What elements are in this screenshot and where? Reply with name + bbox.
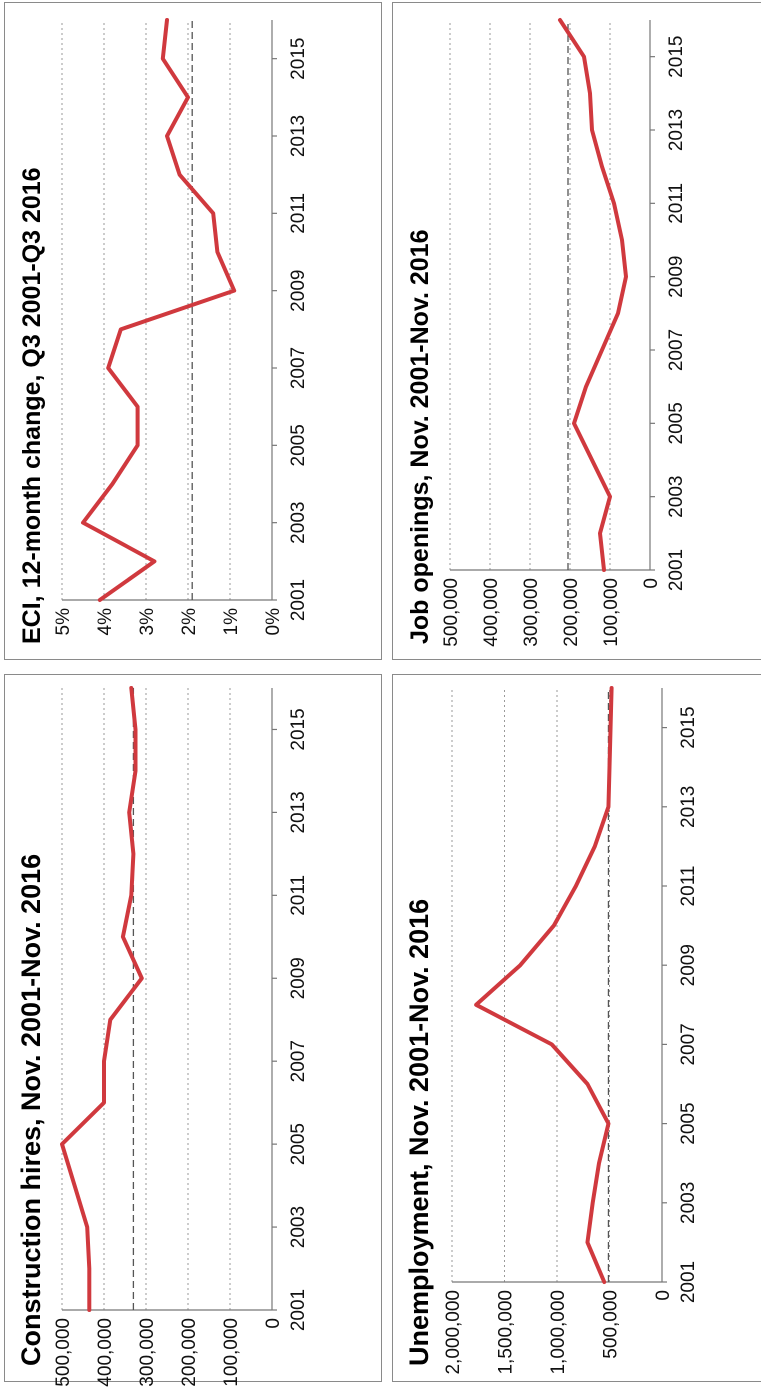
x-tick-label: 2003	[288, 1206, 309, 1248]
y-tick-label: 0%	[263, 608, 284, 636]
y-tick-label: 2,000,000	[443, 1290, 464, 1375]
x-tick-label: 2001	[678, 1261, 699, 1303]
y-tick-label: 400,000	[481, 578, 502, 647]
y-tick-label: 400,000	[95, 1318, 116, 1387]
x-tick-label: 2015	[288, 38, 309, 80]
x-tick-label: 2011	[666, 183, 687, 224]
x-tick-label: 2007	[288, 347, 309, 389]
x-tick-label: 2005	[678, 1102, 699, 1144]
x-tick-label: 2007	[288, 1040, 309, 1082]
series-line	[474, 686, 614, 1284]
chart-title: ECI, 12-month change, Q3 2001-Q3 2016	[18, 167, 46, 644]
series-line	[558, 18, 628, 572]
x-tick-label: 2009	[666, 256, 687, 298]
y-tick-label: 2%	[179, 608, 200, 636]
chart-group-0: Construction hires, Nov. 2001-Nov. 2016 0…	[16, 686, 309, 1387]
y-tick-label: 200,000	[561, 578, 582, 647]
y-tick-label: 1%	[221, 608, 242, 636]
y-tick-label: 100,000	[601, 578, 622, 647]
y-tick-label: 4%	[95, 608, 116, 636]
chart-group-2: Unemployment, Nov. 2001-Nov. 2016 0 500,00…	[404, 686, 699, 1375]
y-tick-label: 0	[263, 1318, 284, 1329]
eci-chart	[4, 2, 382, 660]
y-tick-label: 200,000	[179, 1318, 200, 1387]
y-tick-label: 0	[641, 578, 662, 589]
x-tick-label: 2013	[666, 109, 687, 151]
x-tick-label: 2003	[678, 1182, 699, 1224]
x-tick-label: 2001	[288, 579, 309, 621]
chart-group-1: Job openings, Nov. 2001-Nov. 2016 0 100,00…	[406, 18, 687, 647]
x-tick-label: 2013	[288, 791, 309, 833]
x-tick-label: 2011	[678, 866, 699, 907]
x-tick-label: 2001	[288, 1289, 309, 1331]
chart-title: Job openings, Nov. 2001-Nov. 2016	[406, 230, 434, 644]
x-tick-label: 2003	[666, 476, 687, 518]
x-tick-label: 2015	[678, 706, 699, 748]
x-tick-label: 2011	[288, 875, 309, 916]
unemployment-chart	[392, 674, 761, 1382]
x-tick-label: 2005	[666, 402, 687, 444]
y-tick-label: 500,000	[53, 1318, 74, 1387]
y-tick-label: 1,500,000	[496, 1290, 517, 1375]
x-tick-label: 2003	[288, 502, 309, 544]
x-tick-label: 2009	[288, 957, 309, 999]
x-tick-label: 2013	[288, 115, 309, 157]
x-tick-label: 2007	[678, 1023, 699, 1065]
x-tick-label: 2015	[288, 708, 309, 750]
x-tick-label: 2005	[288, 424, 309, 466]
y-tick-label: 500,000	[441, 578, 462, 647]
x-tick-label: 2001	[666, 549, 687, 591]
y-tick-label: 1,000,000	[548, 1290, 569, 1375]
y-tick-label: 5%	[53, 608, 74, 636]
chart-title: Construction hires, Nov. 2001-Nov. 2016	[16, 854, 46, 1366]
x-tick-label: 2007	[666, 329, 687, 371]
y-tick-label: 100,000	[221, 1318, 242, 1387]
x-tick-label: 2009	[678, 944, 699, 986]
job-openings-chart	[392, 2, 761, 660]
series-line	[81, 18, 237, 602]
series-line	[60, 686, 144, 1312]
x-tick-label: 2013	[678, 786, 699, 828]
chart-group-3: ECI, 12-month change, Q3 2001-Q3 2016 0% 1…	[18, 18, 309, 644]
y-tick-label: 300,000	[521, 578, 542, 647]
y-tick-label: 300,000	[137, 1318, 158, 1387]
x-tick-label: 2005	[288, 1123, 309, 1165]
construction-hires-chart	[4, 674, 382, 1382]
y-tick-label: 3%	[137, 608, 158, 636]
x-tick-label: 2009	[288, 270, 309, 312]
x-tick-label: 2015	[666, 36, 687, 78]
x-tick-label: 2011	[288, 193, 309, 234]
chart-title: Unemployment, Nov. 2001-Nov. 2016	[404, 899, 434, 1366]
y-tick-label: 500,000	[601, 1290, 622, 1359]
y-tick-label: 0	[653, 1290, 674, 1301]
